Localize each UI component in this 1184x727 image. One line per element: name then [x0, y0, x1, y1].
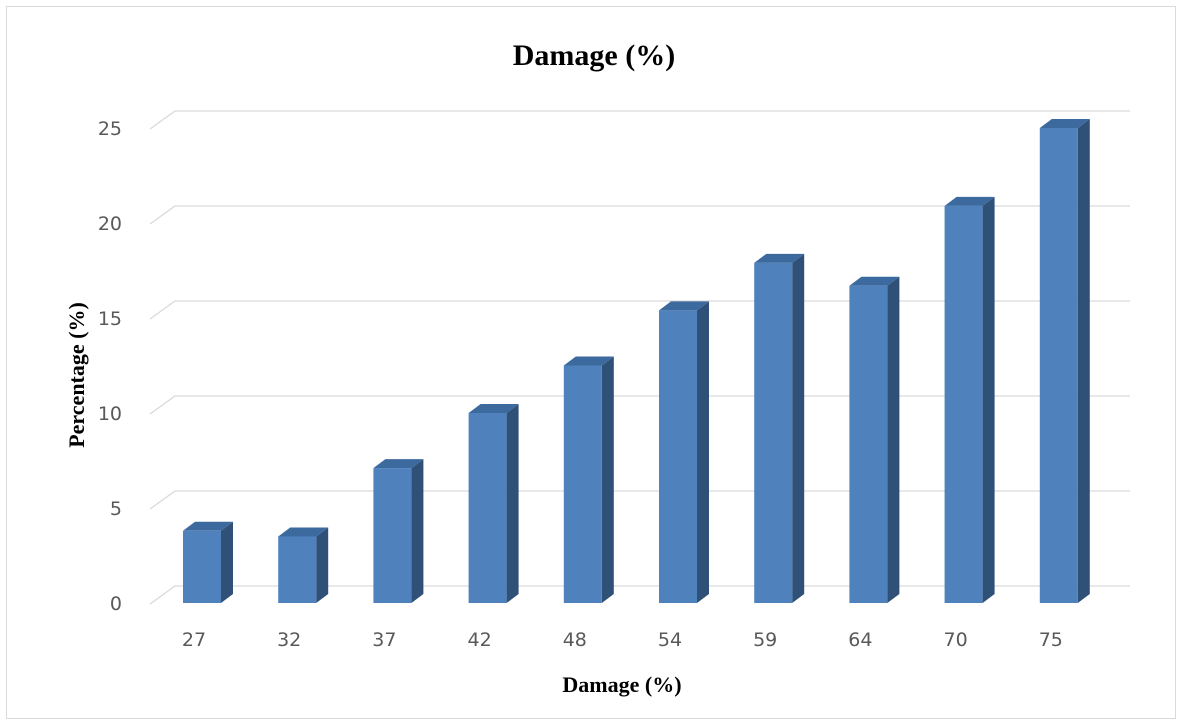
bar-side [507, 404, 519, 603]
bar [469, 404, 519, 603]
bar-front [469, 413, 507, 603]
gridline [150, 111, 1130, 129]
y-tick-label: 25 [98, 118, 122, 140]
bar [278, 528, 328, 604]
bar [849, 277, 899, 603]
y-tick-label: 20 [98, 213, 122, 235]
bar-side [316, 528, 328, 604]
bar-side [602, 357, 614, 604]
bars [183, 119, 1090, 603]
bar-side [887, 277, 899, 603]
y-axis-title: Percentage (%) [64, 302, 89, 448]
x-tick-label: 70 [944, 629, 968, 651]
x-tick-label: 75 [1039, 629, 1063, 651]
x-tick-label: 42 [468, 629, 492, 651]
bar-side [221, 522, 233, 603]
bar [754, 254, 804, 603]
bar [1040, 119, 1090, 603]
bar-side [1078, 119, 1090, 603]
bar-front [1040, 128, 1078, 603]
x-tick-label: 54 [658, 629, 682, 651]
bar-front [849, 286, 887, 603]
bar [373, 459, 423, 603]
x-tick-label: 48 [563, 629, 587, 651]
y-tick-label: 5 [110, 498, 122, 520]
bar-side [697, 301, 709, 603]
y-axis-ticks: 0 5 10 15 20 25 [98, 118, 122, 615]
bar-front [659, 310, 697, 603]
y-tick-label: 10 [98, 403, 122, 425]
x-tick-label: 59 [753, 629, 777, 651]
bar [183, 522, 233, 603]
bar-front [373, 468, 411, 603]
bar-side [983, 197, 995, 603]
x-tick-label: 27 [182, 629, 206, 651]
y-tick-label: 0 [110, 593, 122, 615]
bar-side [792, 254, 804, 603]
bar-front [183, 531, 221, 603]
bar-front [945, 206, 983, 603]
x-axis-ticks: 27 32 37 42 48 54 59 64 70 75 [182, 629, 1063, 651]
bar-side [411, 459, 423, 603]
x-axis-title: Damage (%) [562, 672, 681, 697]
bar [945, 197, 995, 603]
y-tick-label: 15 [98, 308, 122, 330]
bar-front [564, 366, 602, 604]
chart-title: Damage (%) [513, 39, 675, 72]
bar-front [754, 263, 792, 603]
bar [659, 301, 709, 603]
x-tick-label: 64 [848, 629, 872, 651]
x-tick-label: 32 [277, 629, 301, 651]
x-tick-label: 37 [372, 629, 396, 651]
bar [564, 357, 614, 604]
bar-front [278, 537, 316, 604]
